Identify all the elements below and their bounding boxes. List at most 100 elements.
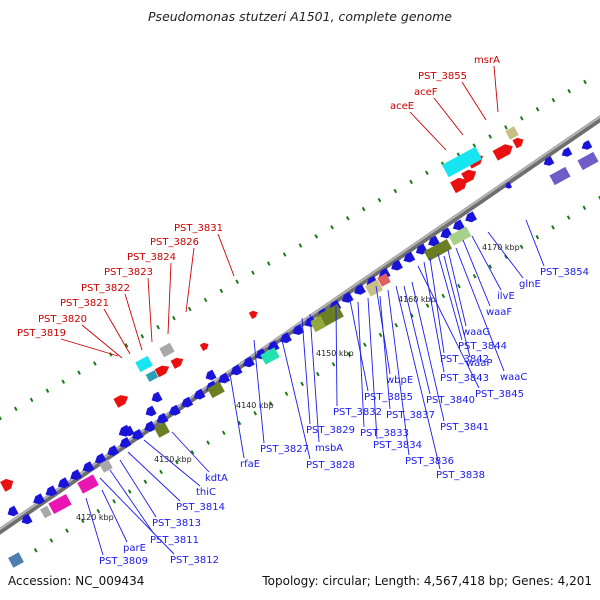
reverse-gene-arrow-shape <box>107 445 120 456</box>
cds-box-purple-shape <box>549 166 571 186</box>
reverse-gene-label: PST_3854 <box>540 267 589 278</box>
tick-dot <box>363 342 367 347</box>
reverse-gene-arrow <box>205 369 217 381</box>
tick-dot <box>143 479 148 484</box>
tick-dot <box>237 420 242 426</box>
reverse-label-leader <box>525 219 545 267</box>
cds-box-olive-shape <box>154 422 170 438</box>
reverse-gene-arrow <box>292 324 305 336</box>
forward-gene-arrow <box>248 310 258 319</box>
reverse-gene-arrow <box>33 493 45 505</box>
cds-box-purple-shape <box>577 151 599 171</box>
tick-dot <box>266 261 271 266</box>
reverse-gene-arrow <box>144 420 157 432</box>
forward-label-leader <box>81 324 123 359</box>
reverse-gene-arrow-shape <box>181 396 194 408</box>
reverse-gene-arrow <box>465 211 477 223</box>
reverse-gene-arrow <box>107 445 120 456</box>
reverse-gene-arrow-shape <box>581 140 593 150</box>
reverse-gene-arrow <box>218 372 231 384</box>
reverse-gene-label: PST_3809 <box>99 556 148 567</box>
reverse-gene-arrow-shape <box>168 404 181 416</box>
tick-dot <box>566 215 571 220</box>
reverse-gene-arrow <box>505 181 513 189</box>
reverse-label-leader <box>462 239 491 307</box>
tick-dot <box>377 197 382 203</box>
reverse-label-leader <box>447 249 467 327</box>
reverse-gene-label: thiC <box>196 487 216 498</box>
kbp-tick-label: 4140 kbp <box>236 401 274 410</box>
tick-dot <box>345 215 350 221</box>
reverse-gene-label: ilvE <box>497 291 515 302</box>
reverse-gene-arrow-shape <box>354 283 366 295</box>
kbp-tick-label: 4130 kbp <box>154 455 192 464</box>
reverse-gene-arrow-shape <box>7 505 19 517</box>
forward-gene-arrow-shape <box>154 365 170 378</box>
reverse-gene-arrow-shape <box>144 420 157 432</box>
tick-dot <box>253 411 257 416</box>
tick-dot <box>598 195 600 201</box>
cds-box-tan-shape <box>505 126 519 140</box>
forward-gene-arrow <box>199 342 209 351</box>
cds-box-grey-shape <box>40 505 52 519</box>
cds-box-teal-shape <box>260 347 280 365</box>
reverse-gene-arrow-shape <box>341 291 354 303</box>
reverse-gene-arrow-shape <box>193 388 206 400</box>
tick-dot <box>378 332 383 338</box>
reverse-gene-label: glnE <box>519 279 541 290</box>
forward-label-leader <box>433 97 464 136</box>
reverse-label-leader <box>429 257 445 354</box>
kbp-tick-label: 4170 kbp <box>482 243 520 252</box>
cds-box-magenta <box>77 474 99 494</box>
reverse-gene-arrow-shape <box>57 477 70 489</box>
tick-dot <box>425 170 429 176</box>
tick-dot <box>504 125 508 130</box>
forward-gene-label: aceF <box>414 87 438 98</box>
tick-dot <box>361 206 366 212</box>
tick-dot <box>172 315 176 321</box>
forward-gene-label: msrA <box>474 55 500 66</box>
reverse-label-leader <box>171 431 210 473</box>
reverse-gene-label: parE <box>123 543 146 554</box>
forward-gene-arrow <box>512 137 524 149</box>
reverse-gene-arrow <box>181 396 194 408</box>
tick-dot <box>45 388 50 393</box>
cds-box-cyan-large <box>441 146 483 178</box>
reverse-label-leader <box>99 477 175 555</box>
reverse-gene-arrow-shape <box>452 219 465 231</box>
forward-label-leader <box>409 111 447 151</box>
cds-box-blue <box>145 370 159 382</box>
tick-dot <box>551 97 556 103</box>
forward-gene-label: PST_3822 <box>81 283 130 294</box>
reverse-gene-arrow <box>70 469 83 481</box>
tick-dot <box>235 279 240 285</box>
reverse-label-leader <box>101 489 128 543</box>
kbp-tick-label: 4160 kbp <box>398 295 436 304</box>
forward-gene-arrow <box>450 177 468 194</box>
reverse-gene-label: PST_3827 <box>260 444 309 455</box>
tick-dot <box>127 489 132 494</box>
reverse-gene-arrow <box>151 391 163 403</box>
reverse-label-leader <box>455 247 505 372</box>
forward-gene-label: PST_3820 <box>38 314 87 325</box>
tick-dot <box>488 264 493 269</box>
tick-dot <box>330 225 334 230</box>
tick-dot <box>190 450 195 455</box>
reverse-gene-arrow-shape <box>131 428 144 440</box>
reverse-gene-label: PST_3844 <box>458 341 507 352</box>
reverse-gene-arrow <box>242 356 255 368</box>
reverse-gene-arrow <box>21 513 33 525</box>
accession-label: Accession: NC_009434 <box>8 574 145 588</box>
cds-box-purple <box>577 151 599 171</box>
reverse-gene-arrow-shape <box>82 461 95 472</box>
reverse-label-leader <box>395 285 441 470</box>
tick-dot <box>488 134 492 139</box>
reverse-label-leader <box>143 439 201 487</box>
cds-box-tan <box>505 126 519 140</box>
cds-box-olive-shape <box>423 238 453 262</box>
forward-gene-label: PST_3821 <box>60 298 109 309</box>
kbp-tick-label: 4120 kbp <box>76 513 114 522</box>
forward-gene-label: PST_3824 <box>127 252 176 263</box>
reverse-gene-arrow-shape <box>118 424 132 437</box>
